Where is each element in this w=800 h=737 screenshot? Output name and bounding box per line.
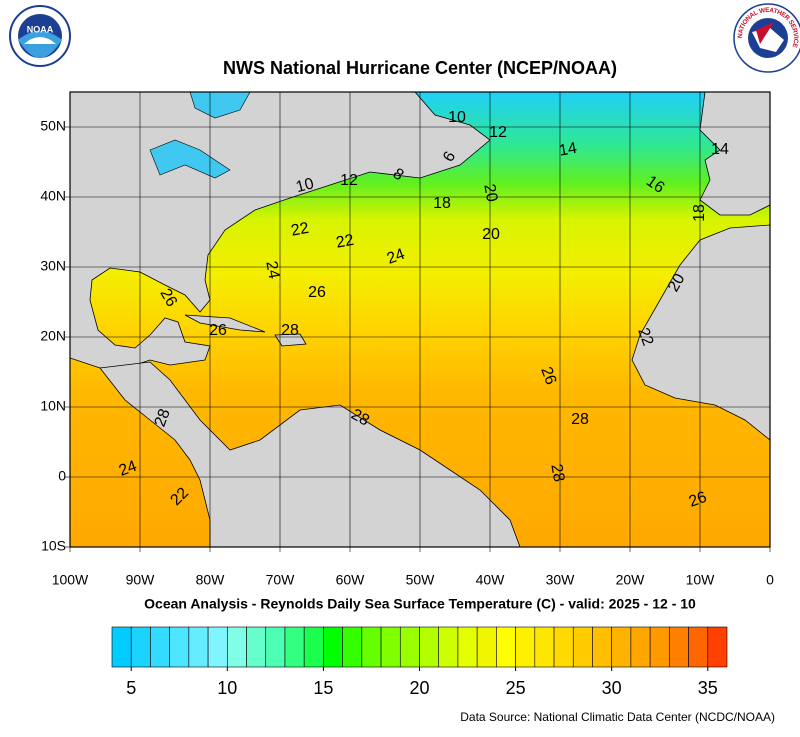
contour-label: 26 [308, 284, 326, 301]
x-tick-label: 60W [336, 572, 366, 588]
y-tick-label: 40N [40, 188, 66, 204]
x-tick-label: 70W [266, 572, 296, 588]
colorbar-box [111, 626, 132, 668]
colorbar-box [361, 626, 382, 668]
x-tick-label: 90W [126, 572, 156, 588]
colorbar-label: 20 [409, 678, 429, 698]
contour-label: 12 [340, 172, 358, 189]
x-tick-label: 40W [476, 572, 506, 588]
contour-label: 26 [209, 322, 227, 339]
contour-label: 18 [691, 204, 708, 222]
colorbar: 5 10 15 20 25 30 35 [111, 626, 728, 698]
colorbar-label: 25 [506, 678, 526, 698]
contour-label: 20 [480, 183, 500, 204]
colorbar-box [688, 626, 709, 668]
nws-logo: NATIONAL WEATHER SERVICE [733, 3, 800, 73]
contour-label: 24 [385, 246, 408, 268]
colorbar-box [611, 626, 632, 668]
cuba [184, 314, 266, 333]
y-tick-label: 0 [58, 468, 66, 484]
contour-label: 14 [558, 140, 579, 160]
noaa-logo-text: NOAA [27, 24, 54, 34]
colorbar-box [476, 626, 497, 668]
colorbar-box [419, 626, 440, 668]
contour-label: 28 [571, 411, 589, 428]
colorbar-box [496, 626, 516, 668]
noaa-logo: NOAA [9, 5, 71, 67]
colorbar-box [342, 626, 363, 668]
contour-label: 22 [634, 326, 656, 349]
colorbar-box [572, 626, 593, 668]
colorbar-box [553, 626, 574, 668]
colorbar-box [457, 626, 478, 668]
x-tick-label: 80W [196, 572, 226, 588]
colorbar-label: 15 [313, 678, 333, 698]
contour-label: 18 [433, 195, 451, 212]
contour-label: 26 [687, 489, 710, 511]
colorbar-box [649, 626, 670, 668]
contour-label: 26 [156, 286, 180, 310]
contour-label: 28 [348, 406, 372, 430]
subtitle: Ocean Analysis - Reynolds Daily Sea Surf… [144, 596, 696, 612]
y-tick-label: 20N [40, 328, 66, 344]
title: NWS National Hurricane Center (NCEP/NOAA… [223, 58, 617, 78]
hudson-bay [189, 92, 251, 119]
colorbar-box [169, 626, 190, 668]
south-america [99, 361, 521, 547]
contour-label: 12 [489, 124, 507, 141]
colorbar-label: 30 [602, 678, 622, 698]
x-tick-label: 0 [766, 572, 774, 588]
contour-label: 10 [294, 175, 316, 196]
colorbar-label: 5 [126, 678, 136, 698]
contour-label: 20 [482, 226, 500, 243]
colorbar-box [188, 626, 209, 668]
data-source: Data Source: National Climatic Data Cent… [460, 710, 775, 724]
colorbar-box [246, 626, 267, 668]
colorbar-label: 35 [698, 678, 718, 698]
colorbar-box [380, 626, 401, 668]
colorbar-box [707, 626, 728, 668]
colorbar-box [630, 626, 651, 668]
contour-label: 22 [335, 232, 356, 252]
colorbar-box [438, 626, 459, 668]
colorbar-box [592, 626, 612, 668]
x-tick-label: 50W [406, 572, 436, 588]
colorbar-box [227, 626, 247, 668]
map-frame [69, 91, 771, 548]
colorbar-box [303, 626, 324, 668]
y-tick-label: 10N [40, 398, 66, 414]
colorbar-box [130, 626, 151, 668]
contour-label: 28 [547, 463, 567, 484]
contour-label: 24 [262, 260, 282, 281]
colorbar-box [534, 626, 555, 668]
contour-label: 28 [281, 322, 299, 339]
colorbar-box [399, 626, 420, 668]
contour-label: 14 [711, 141, 729, 158]
colorbar-box [150, 626, 170, 668]
x-tick-label: 20W [616, 572, 646, 588]
contour-label: 20 [665, 271, 689, 295]
x-tick-label: 30W [546, 572, 576, 588]
colorbar-box [265, 626, 286, 668]
y-tick-label: 30N [40, 258, 66, 274]
contour-label: 26 [537, 365, 559, 388]
y-tick-label: 10S [41, 538, 66, 554]
y-tick-label: 50N [40, 118, 66, 134]
contour-label: 22 [290, 220, 311, 240]
colorbar-box [669, 626, 689, 668]
x-tick-label: 100W [52, 572, 89, 588]
colorbar-box [323, 626, 343, 668]
colorbar-box [515, 626, 536, 668]
colorbar-box [284, 626, 305, 668]
contour-label: 28 [152, 407, 174, 430]
contour-label: 10 [448, 109, 466, 126]
contour-label: 24 [117, 458, 140, 480]
x-tick-label: 10W [686, 572, 716, 588]
colorbar-label: 10 [217, 678, 237, 698]
colorbar-box [207, 626, 228, 668]
